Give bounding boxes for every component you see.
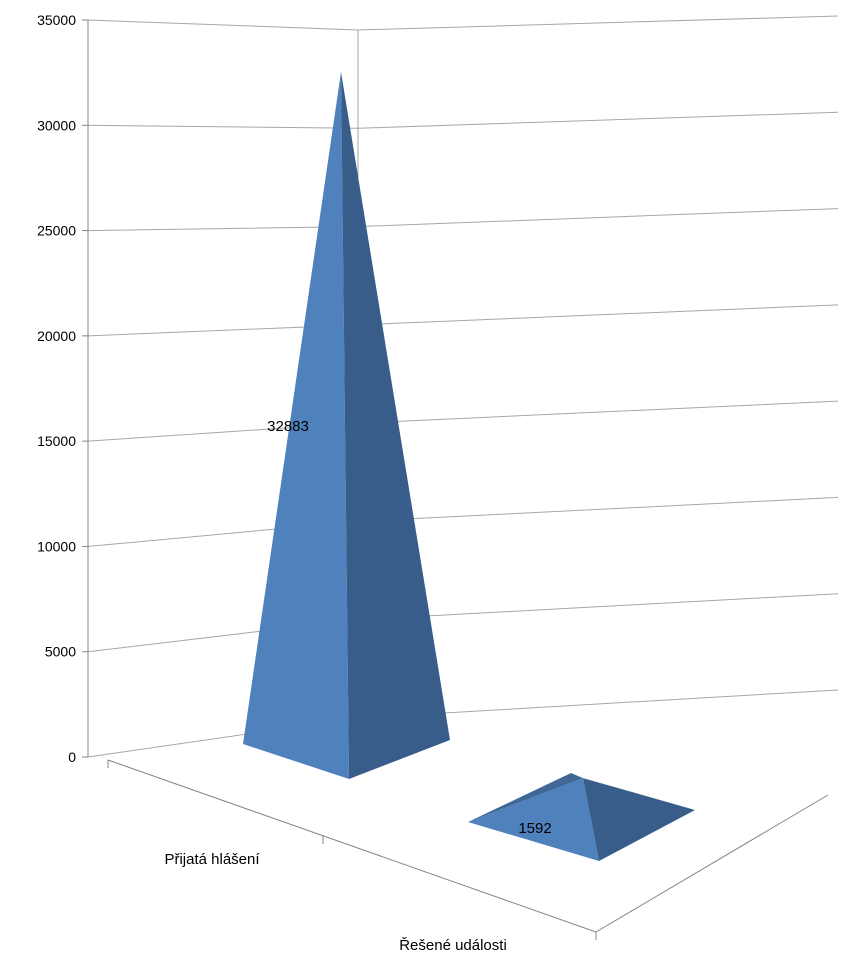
y-tick-label: 15000 xyxy=(37,433,76,449)
pyramid-front-face xyxy=(468,778,599,861)
pyramid-back-face xyxy=(468,773,583,822)
pyramid-front-face xyxy=(243,72,349,779)
data-label: 1592 xyxy=(518,820,551,837)
pyramids xyxy=(243,72,695,861)
gridline xyxy=(87,593,839,653)
y-tick-label: 10000 xyxy=(37,538,76,554)
y-tick-label: 5000 xyxy=(45,644,76,660)
axes xyxy=(82,19,829,940)
gridline xyxy=(87,496,839,547)
gridline xyxy=(87,111,839,129)
gridline xyxy=(87,304,839,337)
x-axis-line xyxy=(107,759,597,933)
gridline xyxy=(87,15,839,31)
y-tick-label: 25000 xyxy=(37,223,76,239)
category-label: Řešené události xyxy=(399,937,507,954)
gridlines xyxy=(87,15,839,758)
gridline xyxy=(87,208,839,232)
pyramid-side-face xyxy=(341,72,450,779)
data-label: 32883 xyxy=(267,418,309,435)
labels: 0 5000 10000 15000 20000 25000 30000 35000 Přija… xyxy=(37,12,552,954)
y-tick-label: 20000 xyxy=(37,328,76,344)
floor-right-edge xyxy=(595,794,829,933)
gridline xyxy=(87,400,839,442)
y-tick-label: 35000 xyxy=(37,12,76,28)
gridline xyxy=(87,689,839,758)
category-label: Přijatá hlášení xyxy=(164,851,260,868)
y-tick-label: 30000 xyxy=(37,117,76,133)
y-tick-label: 0 xyxy=(68,749,76,765)
pyramid-side-face xyxy=(583,778,695,861)
